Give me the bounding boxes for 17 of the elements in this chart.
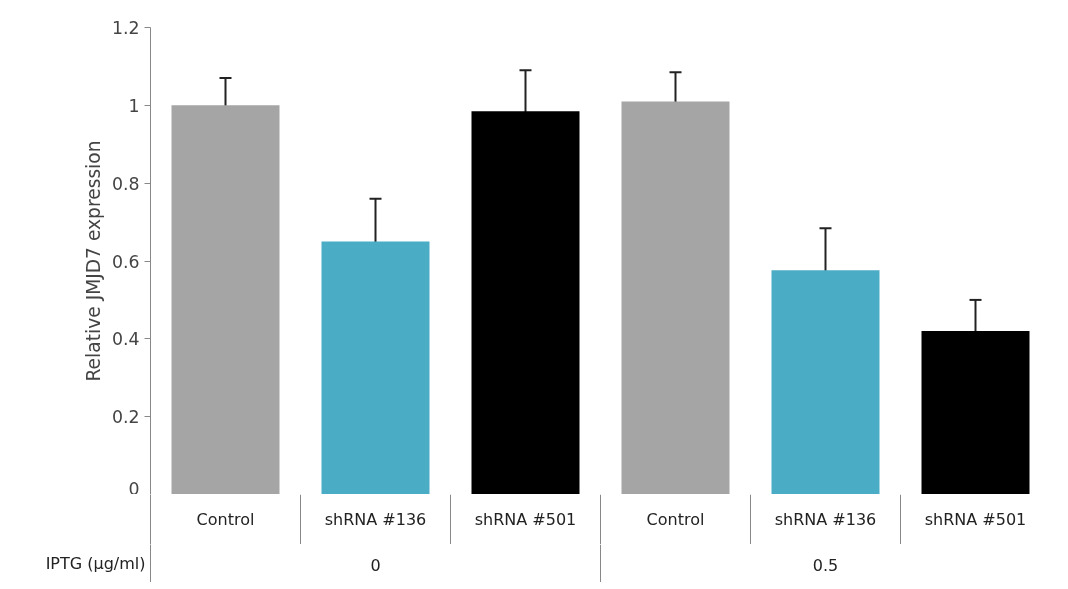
x-tick-label: Control bbox=[646, 510, 705, 529]
y-tick-label: 0.6 bbox=[111, 251, 140, 272]
x-tick-label: Control bbox=[196, 510, 255, 529]
y-tick-label: 1.2 bbox=[111, 18, 140, 38]
y-axis-title: Relative JMJD7 expression bbox=[82, 140, 104, 382]
x-tick-label: shRNA #501 bbox=[924, 510, 1027, 529]
y-tick-label: 0.4 bbox=[111, 329, 140, 350]
y-tick-label: 0 bbox=[128, 478, 140, 499]
y-tick-label: 0.8 bbox=[111, 173, 140, 194]
x-tick-label: shRNA #136 bbox=[774, 510, 877, 529]
x-axis-title: IPTG (µg/ml) bbox=[45, 554, 146, 573]
text: 0.5 bbox=[812, 556, 839, 576]
x-tick-label: shRNA #136 bbox=[324, 510, 427, 529]
text: 0 bbox=[370, 556, 381, 576]
y-tick-label: 1 bbox=[128, 95, 140, 116]
y-tick-label: 0.2 bbox=[111, 407, 140, 428]
x-tick-label: shRNA #501 bbox=[474, 510, 577, 529]
